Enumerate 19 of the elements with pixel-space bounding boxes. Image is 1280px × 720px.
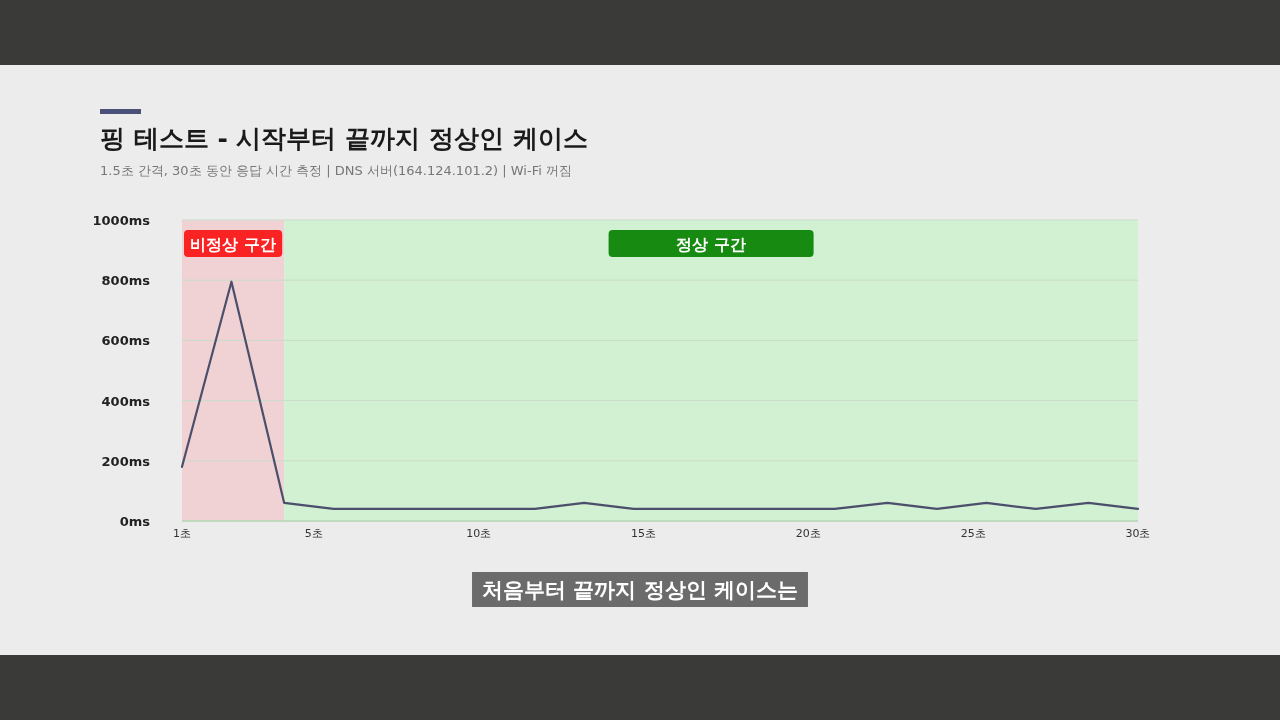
x-tick-label: 20초 — [795, 527, 821, 540]
y-tick-label: 800ms — [101, 273, 151, 289]
text: 처음부터 끝까지 정상인 케이스는 — [482, 578, 798, 602]
band-label: 정상 구간 — [676, 235, 746, 254]
y-tick-label: 1000ms — [92, 213, 151, 228]
band-label: 비정상 구간 — [190, 235, 276, 254]
y-tick-label: 0ms — [119, 514, 151, 529]
y-tick-label: 200ms — [101, 453, 151, 469]
y-tick-label: 400ms — [101, 393, 151, 409]
x-tick-label: 25초 — [960, 527, 986, 540]
x-tick-label: 10초 — [466, 527, 492, 540]
line-series — [180, 280, 1140, 511]
y-tick-label: 600ms — [101, 333, 151, 349]
x-tick-label: 30초 — [1125, 527, 1151, 540]
x-tick-label: 5초 — [304, 527, 323, 540]
chart-title: 핑 테스트 - 시작부터 끝까지 정상인 케이스 — [100, 124, 588, 153]
x-tick-label: 1초 — [173, 527, 191, 540]
x-tick-label: 15초 — [631, 527, 657, 540]
chart-subtitle: 1.5초 간격, 30초 동안 응답 시간 측정 | DNS 서버(164.124.101.2) | Wi-Fi 꺼짐 — [100, 163, 572, 178]
